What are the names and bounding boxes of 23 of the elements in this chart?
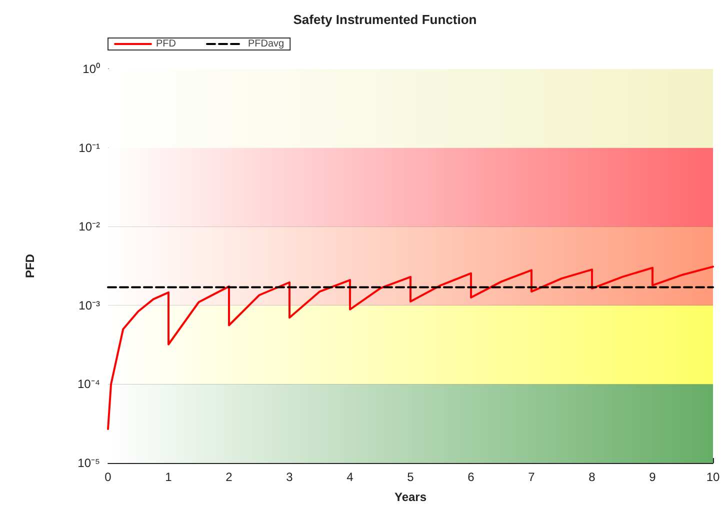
y-tick-label: 10⁻² — [78, 220, 100, 234]
x-tick-label: 8 — [588, 470, 596, 484]
x-tick-label: 7 — [528, 470, 536, 484]
y-tick-label: 10⁻⁵ — [78, 456, 100, 470]
chart-title: Safety Instrumented Function — [293, 12, 477, 27]
x-tick-label: 9 — [649, 470, 656, 484]
x-tick-label: 10 — [706, 470, 720, 484]
y-tick-label: 10⁻¹ — [78, 140, 100, 155]
x-tick-label: 5 — [407, 470, 414, 484]
y-tick-label: 10⁻⁴ — [77, 377, 100, 392]
y-tick-label: 10⁰ — [82, 62, 100, 76]
y-tick-label: 10⁻³ — [78, 298, 100, 312]
legend-label: PFD — [156, 38, 176, 50]
legend-label: PFDavg — [248, 38, 284, 50]
line-series — [107, 266, 714, 430]
y-axis-title: PFD — [23, 254, 37, 278]
x-axis-title: Years — [394, 490, 427, 504]
x-tick-label: 2 — [226, 470, 233, 484]
x-tick-label: 3 — [286, 470, 294, 484]
x-tick-label: 0 — [104, 470, 112, 484]
x-tick-label: 1 — [165, 470, 172, 484]
x-tick-label: 4 — [346, 470, 354, 484]
x-tick-label: 6 — [468, 470, 475, 484]
